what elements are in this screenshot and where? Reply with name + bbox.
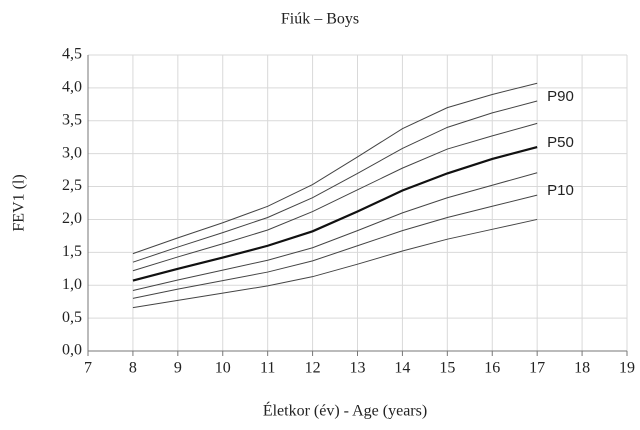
y-tick-label: 1,0 xyxy=(62,276,82,293)
x-tick-label: 16 xyxy=(484,360,500,377)
y-axis-label: FEV1 (l) xyxy=(11,174,28,231)
x-tick-label: 12 xyxy=(305,360,321,377)
x-axis-label: Életkor (év) - Age (years) xyxy=(263,401,427,420)
x-tick-label: 10 xyxy=(215,360,231,377)
percentile-line xyxy=(132,172,538,291)
y-tick-label: 1,5 xyxy=(62,243,82,260)
y-tick-label: 4,5 xyxy=(62,46,82,63)
y-tick-label: 0,0 xyxy=(62,342,82,359)
line-label: P10 xyxy=(547,182,574,199)
x-tick-label: 9 xyxy=(174,360,182,377)
x-tick-label: 8 xyxy=(129,360,137,377)
x-tick-label: 19 xyxy=(619,360,635,377)
chart-title: Fiúk – Boys xyxy=(281,11,359,28)
y-tick-label: 0,5 xyxy=(62,309,82,326)
y-tick-label: 2,5 xyxy=(62,177,82,194)
x-tick-label: 18 xyxy=(574,360,590,377)
y-tick-label: 2,0 xyxy=(62,210,82,227)
y-tick-label: 4,0 xyxy=(62,79,82,96)
x-tick-label: 7 xyxy=(84,360,92,377)
percentile-line xyxy=(132,194,538,299)
line-label: P90 xyxy=(547,88,574,105)
x-tick-label: 13 xyxy=(350,360,366,377)
line-label: P50 xyxy=(547,134,574,151)
percentile-line xyxy=(132,100,538,263)
y-tick-label: 3,0 xyxy=(62,144,82,161)
y-tick-label: 3,5 xyxy=(62,111,82,128)
percentile-line xyxy=(132,82,538,255)
percentile-line xyxy=(132,218,538,309)
x-tick-label: 17 xyxy=(529,360,545,377)
percentile-line xyxy=(132,146,538,282)
x-tick-label: 11 xyxy=(260,360,275,377)
x-tick-label: 15 xyxy=(439,360,455,377)
x-tick-label: 14 xyxy=(394,360,410,377)
percentile-line xyxy=(132,122,538,272)
